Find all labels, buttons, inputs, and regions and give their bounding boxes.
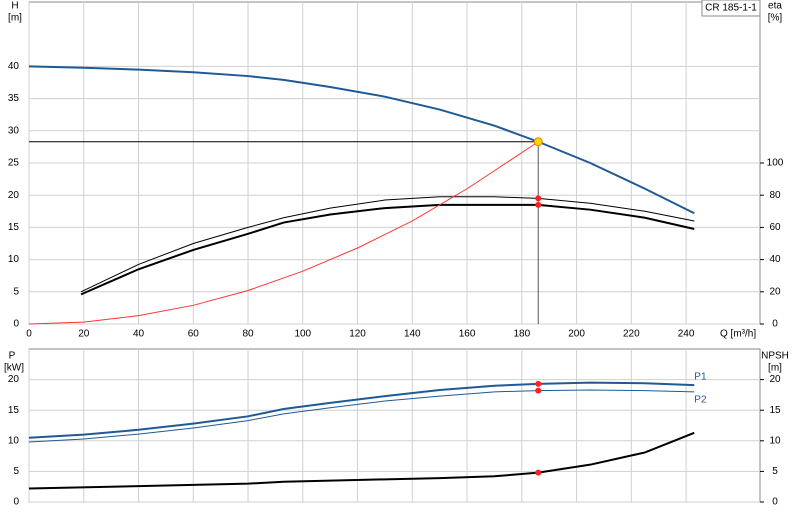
- y-tick-label: 35: [8, 93, 20, 104]
- y-axis-unit: [m]: [8, 13, 22, 24]
- x-tick-label: 160: [459, 329, 476, 340]
- x-tick-label: 120: [349, 329, 366, 340]
- y-axis-label: P: [9, 351, 16, 362]
- y-tick-label: 5: [13, 286, 19, 297]
- y-axis-label: H: [11, 1, 18, 12]
- x-tick-label: 180: [513, 329, 530, 340]
- curve: [28, 141, 539, 325]
- x-tick-label: 100: [294, 329, 311, 340]
- x-axis-label: Q [m³/h]: [720, 329, 756, 340]
- y2-tick-label: 20: [769, 286, 781, 297]
- y2-tick-label: 15: [769, 405, 781, 416]
- y2-tick-label: 60: [769, 222, 781, 233]
- y-tick-label: 10: [8, 254, 20, 265]
- x-tick-label: 40: [133, 329, 145, 340]
- curve: [80, 196, 695, 293]
- y2-axis-unit: [%]: [768, 13, 783, 24]
- x-label-bg: [716, 327, 760, 341]
- y2-tick-label: 20: [769, 374, 781, 385]
- x-tick-label: 240: [678, 329, 695, 340]
- marker-dot: [535, 380, 542, 387]
- y-tick-label: 25: [8, 158, 20, 169]
- marker-dot: [535, 387, 542, 394]
- y2-tick-label: 80: [769, 190, 781, 201]
- y-tick-label: 10: [8, 435, 20, 446]
- curve: [28, 389, 695, 443]
- curve-label: P1: [694, 372, 707, 383]
- y2-tick-label: 10: [769, 435, 781, 446]
- y-tick-label: 0: [13, 497, 19, 508]
- x-tick-label: 0: [26, 329, 32, 340]
- x-tick-label: 80: [242, 329, 254, 340]
- y-tick-label: 40: [8, 61, 20, 72]
- y2-tick-label: 40: [769, 254, 781, 265]
- y2-tick-label: 100: [767, 158, 784, 169]
- x-tick-label: 20: [78, 329, 90, 340]
- x-tick-label: 200: [568, 329, 585, 340]
- y-tick-label: 15: [8, 405, 20, 416]
- model-box: [701, 0, 761, 17]
- model-label: CR 185-1-1: [705, 3, 757, 14]
- curve: [28, 381, 695, 439]
- x-tick-label: 220: [623, 329, 640, 340]
- y-tick-label: 0: [13, 319, 19, 330]
- y2-axis-unit: [m]: [768, 363, 782, 374]
- y-tick-label: 15: [8, 222, 20, 233]
- curve: [28, 431, 695, 490]
- y-axis-unit: [kW]: [4, 363, 24, 374]
- marker-dot: [535, 195, 542, 202]
- y2-tick-label: 0: [772, 497, 778, 508]
- y2-axis-label: eta: [768, 1, 782, 12]
- curve: [80, 203, 695, 296]
- operating-point: [533, 137, 543, 147]
- x-tick-label: 140: [404, 329, 421, 340]
- marker-dot: [535, 201, 542, 208]
- curve-label: P2: [694, 394, 707, 405]
- y-tick-label: 20: [8, 374, 20, 385]
- y-tick-label: 20: [8, 190, 20, 201]
- curve: [28, 65, 695, 215]
- marker-dot: [535, 469, 542, 476]
- y2-axis-label: NPSH: [761, 351, 789, 362]
- y2-tick-label: 5: [772, 466, 778, 477]
- y2-tick-label: 0: [772, 319, 778, 330]
- y-tick-label: 5: [13, 466, 19, 477]
- x-tick-label: 60: [188, 329, 200, 340]
- y-tick-label: 30: [8, 125, 20, 136]
